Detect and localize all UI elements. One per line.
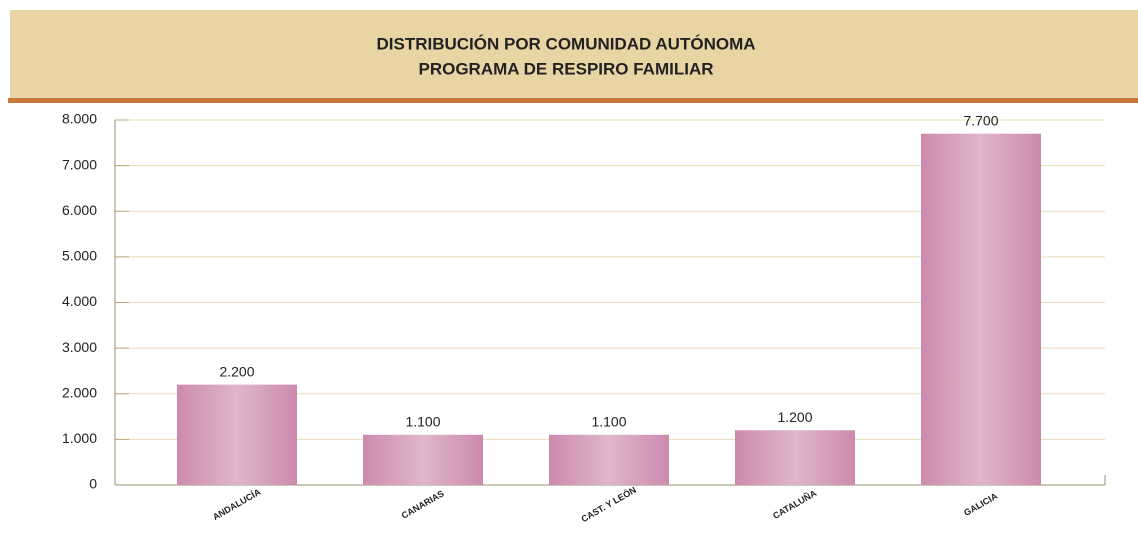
chart-subtitle: PROGRAMA DE RESPIRO FAMILIAR xyxy=(419,59,714,78)
x-tick-label: GALICIA xyxy=(962,491,999,518)
y-tick-label: 1.000 xyxy=(62,430,97,446)
chart-title: DISTRIBUCIÓN POR COMUNIDAD AUTÓNOMA xyxy=(376,34,755,53)
bar xyxy=(177,384,297,485)
value-label: 1.100 xyxy=(591,414,626,430)
y-tick-label: 6.000 xyxy=(62,202,97,218)
y-tick-label: 0 xyxy=(89,476,97,492)
bar xyxy=(549,434,669,485)
bar xyxy=(735,430,855,485)
y-tick-label: 5.000 xyxy=(62,248,97,264)
y-tick-label: 8.000 xyxy=(62,111,97,127)
y-tick-label: 4.000 xyxy=(62,293,97,309)
value-label: 7.700 xyxy=(963,112,998,128)
bar xyxy=(921,133,1041,485)
header-rule xyxy=(8,98,1138,103)
x-tick-label: CANARIAS xyxy=(400,488,446,520)
x-tick-label: ANDALUCÍA xyxy=(211,487,263,523)
bar xyxy=(363,434,483,485)
value-label: 1.100 xyxy=(405,414,440,430)
value-label: 1.200 xyxy=(777,409,812,425)
y-tick-label: 2.000 xyxy=(62,384,97,400)
y-tick-label: 7.000 xyxy=(62,156,97,172)
header-band xyxy=(10,10,1138,98)
x-tick-label: CAST. Y LEÓN xyxy=(579,484,638,524)
value-label: 2.200 xyxy=(219,363,254,379)
x-tick-label: CATALUÑA xyxy=(771,488,819,521)
y-tick-label: 3.000 xyxy=(62,339,97,355)
